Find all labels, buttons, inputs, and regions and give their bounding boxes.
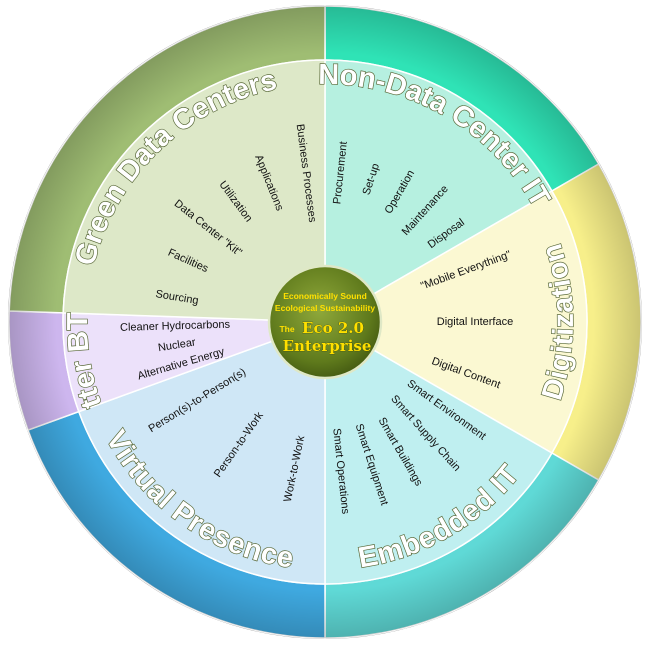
center-prefix: The <box>279 324 294 334</box>
center-line-2: Ecological Sustainability <box>275 303 375 313</box>
center-eco: Eco 2.0 <box>302 319 364 337</box>
center-line-1: Economically Sound <box>283 291 367 301</box>
segment-green-data-centers <box>8 5 326 321</box>
segment-item-digitization: Digital Interface <box>437 316 513 328</box>
center-hub-circle <box>267 264 383 380</box>
center-enterprise: Enterprise <box>283 337 372 355</box>
center-hub: Economically Sound Ecological Sustainabi… <box>267 264 383 380</box>
